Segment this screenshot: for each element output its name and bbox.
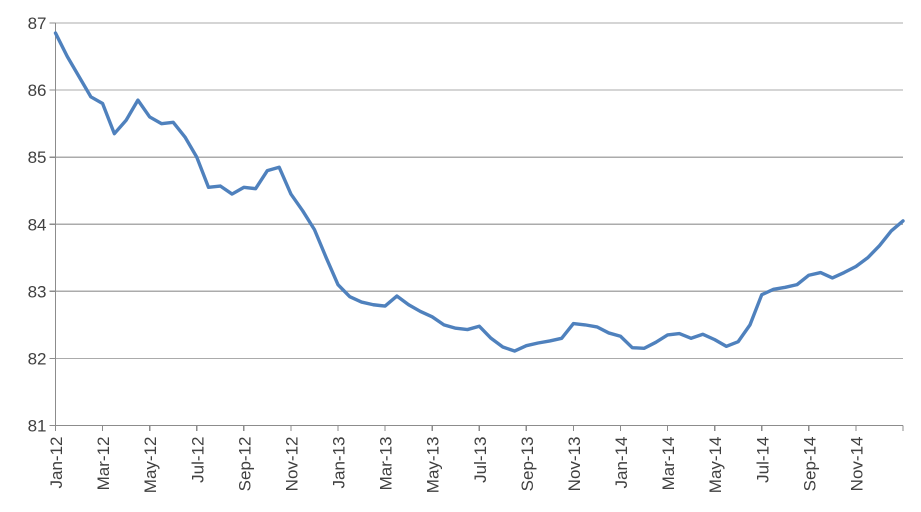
x-tick-label: Mar-12 (94, 437, 113, 491)
x-tick-label: May-12 (141, 437, 160, 494)
x-tick-label: Nov-12 (282, 437, 301, 492)
x-tick-label: May-14 (706, 437, 725, 494)
y-tick-label: 87 (28, 14, 47, 33)
x-tick-label: Nov-14 (847, 437, 866, 492)
x-tick-label: Sep-13 (518, 437, 537, 492)
y-tick-label: 84 (28, 215, 47, 234)
x-tick-label: Sep-14 (800, 437, 819, 492)
x-tick-label: Jul-12 (188, 437, 207, 483)
x-tick-label: Jan-12 (47, 437, 66, 489)
x-tick-label: Jan-14 (612, 437, 631, 489)
y-tick-label: 85 (28, 148, 47, 167)
x-tick-label: Jul-13 (471, 437, 490, 483)
x-tick-label: Nov-13 (565, 437, 584, 492)
x-tick-label: Sep-12 (235, 437, 254, 492)
x-tick-label: May-13 (424, 437, 443, 494)
x-tick-label: Mar-14 (659, 437, 678, 491)
x-tick-label: Jul-14 (753, 437, 772, 483)
data-series-line (53, 31, 905, 353)
y-tick-label: 81 (28, 417, 47, 436)
y-tick-label: 83 (28, 282, 47, 301)
y-tick-label: 82 (28, 349, 47, 368)
x-tick-label: Jan-13 (330, 437, 349, 489)
x-tick-label: Mar-13 (377, 437, 396, 491)
y-tick-label: 86 (28, 81, 47, 100)
